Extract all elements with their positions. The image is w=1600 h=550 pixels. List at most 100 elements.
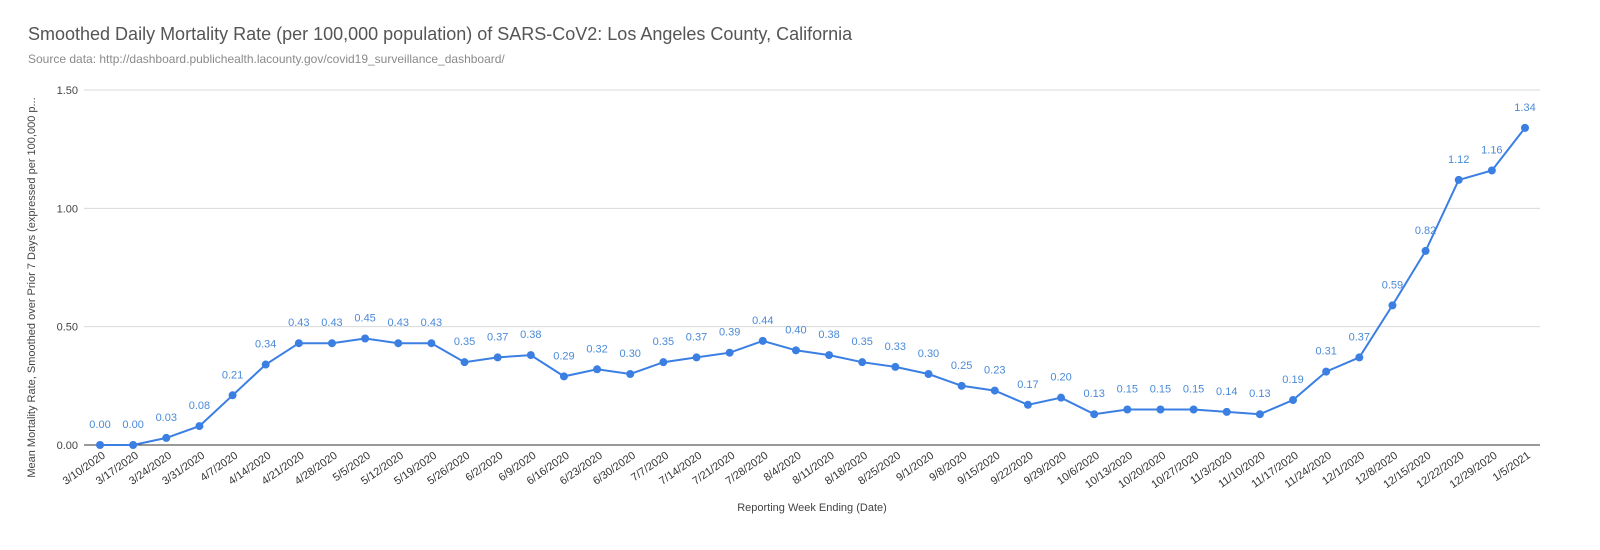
data-label: 0.35 bbox=[851, 336, 872, 348]
data-label: 1.12 bbox=[1448, 154, 1469, 166]
chart-title: Smoothed Daily Mortality Rate (per 100,0… bbox=[28, 24, 853, 44]
data-point bbox=[924, 370, 933, 378]
data-point bbox=[427, 339, 436, 348]
data-point bbox=[261, 360, 270, 369]
data-label: 0.38 bbox=[520, 329, 541, 341]
data-point bbox=[858, 358, 867, 367]
data-label: 0.14 bbox=[1216, 386, 1237, 398]
data-label: 0.30 bbox=[620, 348, 641, 360]
y-tick-label: 0.50 bbox=[57, 322, 78, 334]
data-point bbox=[559, 372, 568, 381]
data-label: 0.23 bbox=[984, 365, 1005, 377]
data-point bbox=[758, 336, 767, 345]
data-label: 0.15 bbox=[1117, 384, 1138, 396]
data-label: 0.30 bbox=[918, 348, 939, 360]
data-label: 0.44 bbox=[752, 315, 773, 327]
data-point bbox=[294, 339, 303, 348]
data-label: 0.15 bbox=[1150, 384, 1171, 396]
data-point bbox=[626, 370, 635, 378]
data-point bbox=[1454, 175, 1463, 184]
data-label: 0.38 bbox=[818, 329, 839, 341]
data-point bbox=[162, 433, 171, 442]
data-point bbox=[361, 334, 370, 343]
data-label: 0.45 bbox=[354, 313, 375, 325]
data-label: 0.43 bbox=[321, 317, 342, 329]
data-label: 0.19 bbox=[1282, 374, 1303, 386]
gridlines bbox=[84, 89, 1540, 328]
data-label: 0.39 bbox=[719, 327, 740, 339]
data-point bbox=[957, 381, 966, 390]
data-label: 0.35 bbox=[653, 336, 674, 348]
data-label: 0.17 bbox=[1017, 379, 1038, 391]
y-tick-label: 0.00 bbox=[57, 440, 78, 452]
data-label: 0.25 bbox=[951, 360, 972, 372]
data-point bbox=[195, 422, 204, 431]
data-label: 0.13 bbox=[1083, 388, 1104, 400]
data-point bbox=[526, 351, 535, 360]
data-label: 1.16 bbox=[1481, 144, 1502, 156]
data-point bbox=[1023, 400, 1032, 409]
data-point bbox=[1255, 410, 1264, 419]
data-point bbox=[725, 348, 734, 357]
x-axis-title: Reporting Week Ending (Date) bbox=[737, 502, 887, 514]
data-point bbox=[1421, 246, 1430, 255]
data-label: 0.08 bbox=[189, 400, 210, 412]
data-point bbox=[1222, 407, 1231, 416]
data-label: 0.03 bbox=[156, 412, 177, 424]
x-axis-ticks: 3/10/20203/17/20203/24/20203/31/20204/7/… bbox=[61, 450, 1533, 491]
data-point bbox=[1123, 405, 1132, 414]
data-point bbox=[659, 358, 668, 367]
data-point bbox=[327, 339, 336, 348]
data-label: 0.43 bbox=[388, 317, 409, 329]
data-label: 0.21 bbox=[222, 369, 243, 381]
series-line bbox=[100, 127, 1526, 446]
data-point bbox=[1057, 393, 1066, 402]
data-point bbox=[791, 346, 800, 355]
data-point bbox=[493, 353, 502, 362]
y-tick-label: 1.00 bbox=[57, 203, 78, 215]
data-label: 1.34 bbox=[1514, 102, 1535, 114]
data-labels: 0.00 0.00 0.03 0.08 0.21 0.34 0.43 0.43 0.45 0.43… bbox=[89, 102, 1535, 431]
data-label: 0.82 bbox=[1415, 225, 1436, 237]
data-label: 0.32 bbox=[586, 343, 607, 355]
data-points bbox=[96, 123, 1529, 449]
data-label: 0.43 bbox=[421, 317, 442, 329]
data-label: 0.43 bbox=[288, 317, 309, 329]
data-point bbox=[1090, 410, 1099, 419]
data-point bbox=[692, 353, 701, 362]
data-point bbox=[1355, 353, 1364, 362]
data-point bbox=[228, 391, 237, 400]
y-axis-title: Mean Mortality Rate, Smoothed over Prior… bbox=[26, 97, 38, 477]
data-label: 0.40 bbox=[785, 324, 806, 336]
data-label: 0.31 bbox=[1315, 346, 1336, 358]
data-point bbox=[593, 365, 602, 374]
data-point bbox=[825, 351, 834, 360]
data-label: 0.59 bbox=[1382, 279, 1403, 291]
data-point bbox=[1521, 123, 1529, 132]
data-point bbox=[1189, 405, 1198, 414]
x-tick-label: 1/5/2021 bbox=[1491, 450, 1533, 484]
data-label: 0.35 bbox=[454, 336, 475, 348]
data-label: 0.13 bbox=[1249, 388, 1270, 400]
data-point bbox=[394, 339, 403, 348]
data-label: 0.33 bbox=[885, 341, 906, 353]
y-axis-ticks: 0.00 0.50 1.00 1.50 bbox=[57, 85, 78, 452]
data-point bbox=[1487, 166, 1496, 175]
data-point bbox=[1156, 405, 1165, 414]
chart-subtitle: Source data: http://dashboard.publicheal… bbox=[28, 52, 505, 66]
data-point bbox=[129, 441, 138, 449]
data-label: 0.15 bbox=[1183, 384, 1204, 396]
data-point bbox=[1322, 367, 1331, 376]
data-label: 0.37 bbox=[686, 331, 707, 343]
data-point bbox=[891, 362, 900, 371]
data-point bbox=[1289, 396, 1298, 405]
data-label: 0.00 bbox=[122, 419, 143, 431]
data-label: 0.37 bbox=[487, 331, 508, 343]
data-label: 0.00 bbox=[89, 419, 110, 431]
data-point bbox=[460, 358, 469, 367]
data-point bbox=[990, 386, 999, 395]
data-label: 0.20 bbox=[1050, 372, 1071, 384]
data-label: 0.29 bbox=[553, 350, 574, 362]
data-label: 0.34 bbox=[255, 339, 276, 351]
